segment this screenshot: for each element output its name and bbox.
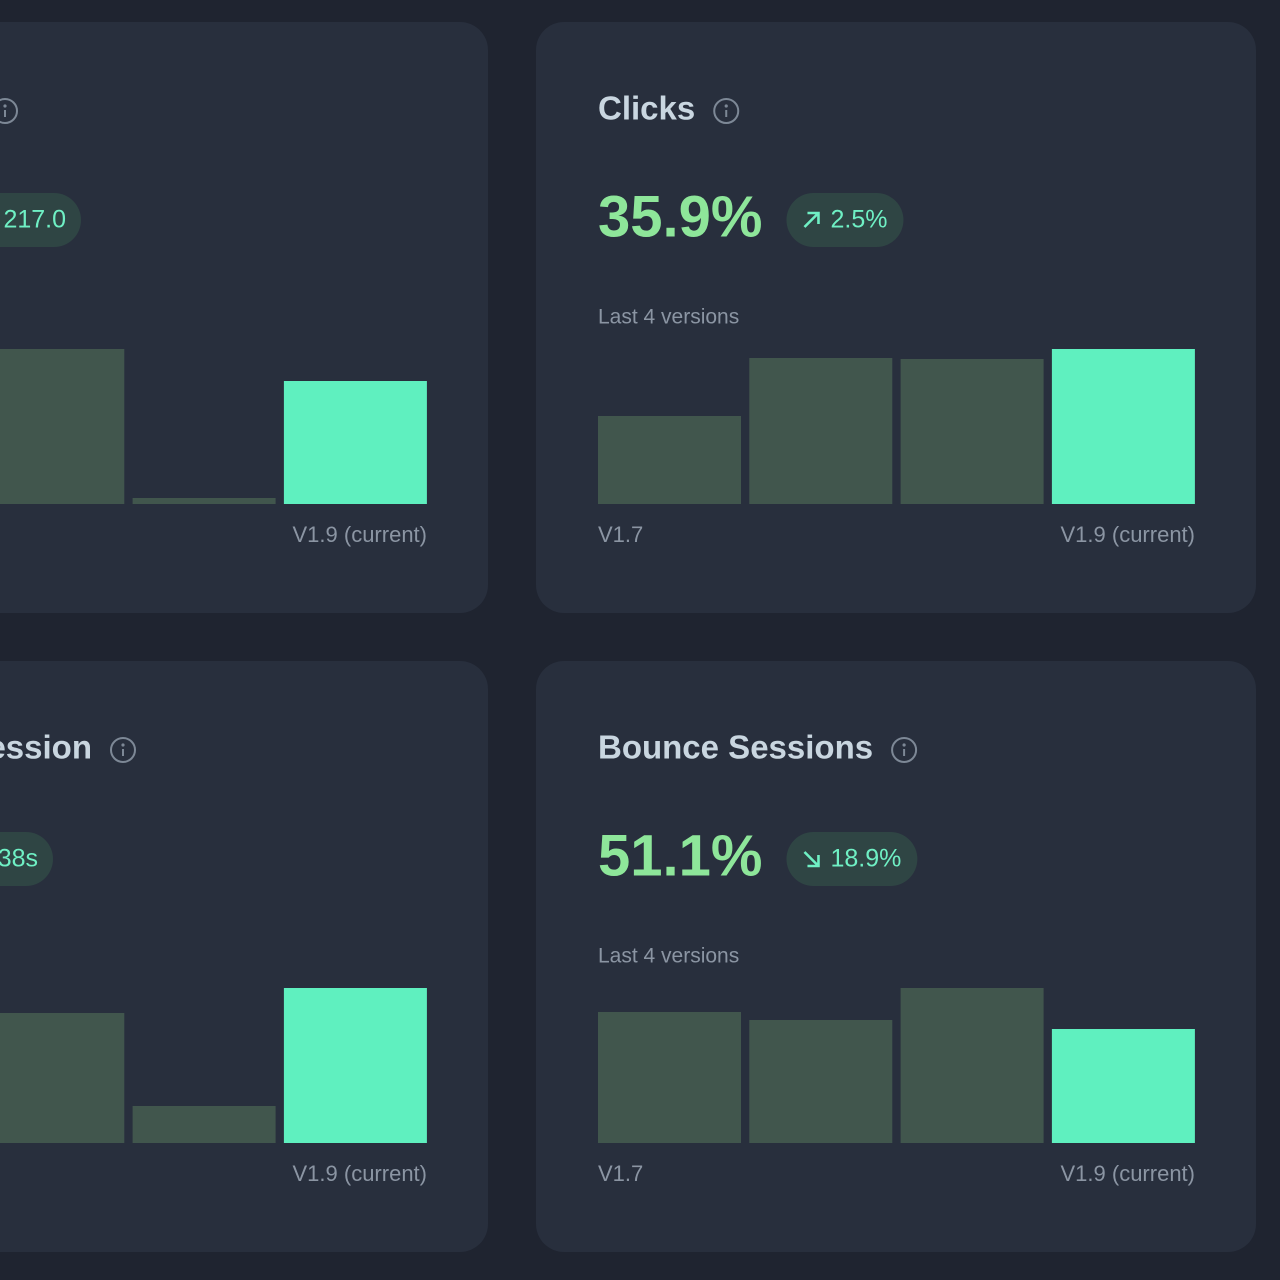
badge-pill [0, 832, 53, 886]
chart-subtitle: Last 4 versions [598, 945, 739, 968]
bar [0, 349, 125, 504]
bar [132, 1106, 276, 1143]
trend-arrow [803, 211, 820, 228]
info-icon-ring [110, 737, 136, 763]
x-label: V1.9 (current) [293, 522, 428, 547]
info-icon[interactable] [0, 98, 18, 124]
info-icon[interactable] [713, 98, 740, 124]
x-label: V1.9 (current) [1061, 1161, 1196, 1186]
info-icon-dot [121, 743, 125, 747]
bar [900, 988, 1044, 1143]
trend-arrow [803, 851, 820, 868]
bar [132, 498, 276, 504]
badge-pill [786, 832, 918, 886]
bar [1051, 349, 1195, 504]
metric-value: 51.1% [598, 823, 762, 888]
badge-pill [786, 193, 904, 247]
badge-pill [0, 193, 81, 247]
info-icon[interactable] [891, 737, 918, 763]
bar [749, 1020, 893, 1143]
bar [1051, 1029, 1195, 1143]
bar [283, 381, 427, 504]
bar [749, 358, 893, 504]
info-icon-dot [724, 104, 728, 108]
x-label: V1.7 [598, 1161, 643, 1186]
bar [283, 988, 427, 1143]
badge-text: 38s [0, 845, 38, 873]
metric-value: 35.9% [598, 184, 762, 249]
bar [598, 416, 741, 504]
info-icon-ring [713, 98, 740, 124]
x-label: V1.9 (current) [1061, 522, 1196, 547]
card-title: Bounce Sessions [598, 729, 873, 766]
info-icon-dot [3, 104, 7, 108]
bar [900, 359, 1044, 504]
change-badge: 18.9% [786, 832, 918, 886]
bar [0, 1013, 125, 1143]
card-title: Clicks [598, 90, 695, 127]
change-badge: 2.5% [786, 193, 904, 247]
change-badge: 38s [0, 832, 53, 886]
info-icon[interactable] [110, 737, 136, 763]
info-icon-dot [902, 743, 906, 747]
x-label: V1.7 [598, 522, 643, 547]
info-icon-ring [891, 737, 918, 763]
badge-text: 18.9% [830, 845, 901, 873]
chart-subtitle: Last 4 versions [598, 306, 739, 329]
info-icon-ring [0, 98, 18, 124]
card-title: ession [0, 729, 92, 766]
x-label: V1.9 (current) [293, 1161, 428, 1186]
change-badge: 217.0 [0, 193, 81, 247]
badge-text: 2.5% [830, 206, 887, 234]
bar [598, 1012, 741, 1143]
badge-text: 217.0 [3, 206, 66, 234]
